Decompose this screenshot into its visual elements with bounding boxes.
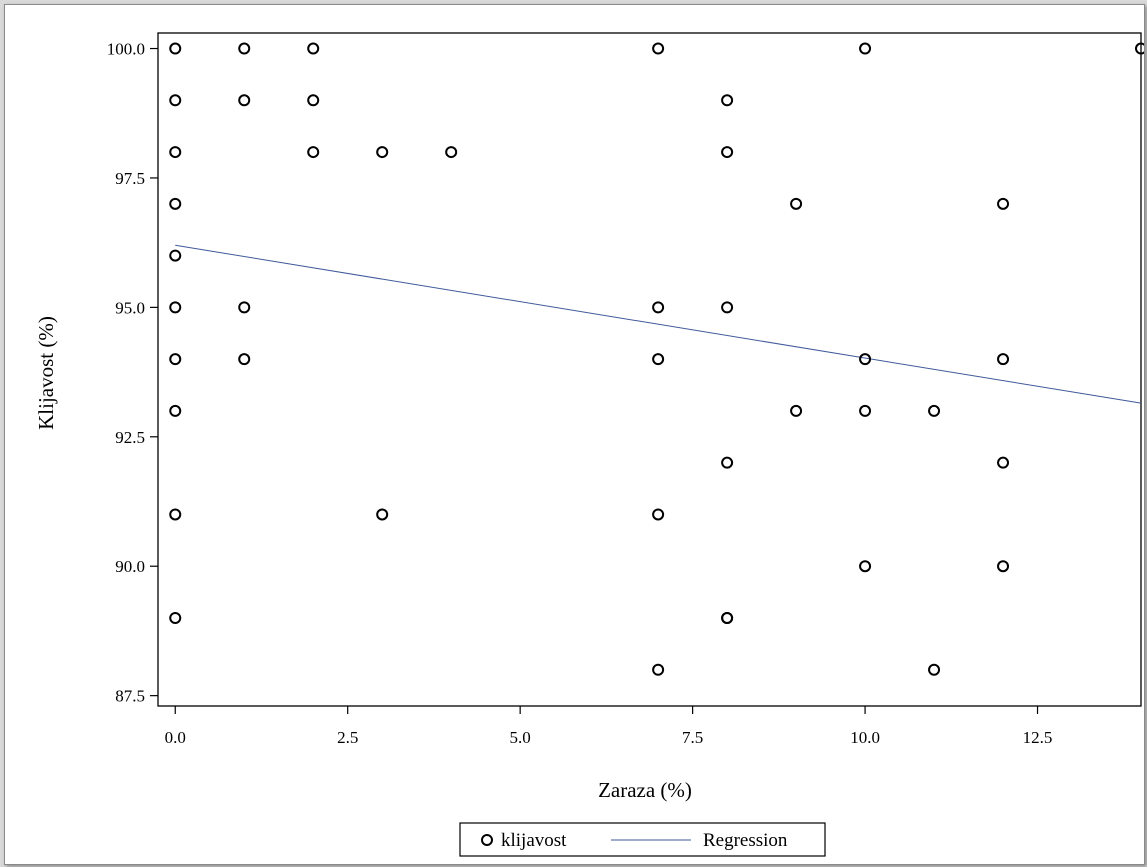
data-point: [928, 663, 941, 676]
data-point: [376, 508, 389, 521]
data-point: [169, 197, 182, 210]
y-tick-label: 92.5: [115, 428, 145, 447]
x-tick-label: 12.5: [1023, 728, 1053, 747]
legend-label-klijavost: klijavost: [501, 830, 567, 851]
x-tick-label: 0.0: [165, 728, 186, 747]
data-point: [238, 94, 251, 107]
x-tick-label: 2.5: [337, 728, 358, 747]
data-point: [790, 197, 803, 210]
y-axis-ticks: 87.5 90.0 92.5 95.0 97.5 100.0: [107, 40, 158, 706]
x-axis-title: Zaraza (%): [598, 778, 692, 802]
data-point: [859, 42, 872, 55]
data-point: [721, 611, 734, 624]
data-point: [721, 301, 734, 314]
data-point: [790, 404, 803, 417]
data-point: [1135, 42, 1144, 55]
y-axis-title: Klijavost (%): [34, 316, 58, 430]
data-point: [169, 146, 182, 159]
data-point: [859, 560, 872, 573]
data-point: [238, 353, 251, 366]
data-point: [169, 94, 182, 107]
y-tick-label: 87.5: [115, 687, 145, 706]
data-point: [997, 560, 1010, 573]
data-point: [307, 42, 320, 55]
data-point: [169, 353, 182, 366]
y-tick-label: 100.0: [107, 40, 145, 59]
data-point: [652, 353, 665, 366]
data-point: [859, 353, 872, 366]
regression-line: [175, 244, 1142, 404]
data-point: [721, 94, 734, 107]
y-tick-label: 97.5: [115, 169, 145, 188]
data-point: [238, 42, 251, 55]
x-tick-label: 10.0: [850, 728, 880, 747]
y-tick-label: 95.0: [115, 298, 145, 317]
data-point: [652, 301, 665, 314]
data-point: [169, 42, 182, 55]
legend-marker-klijavost: [481, 834, 493, 846]
data-point: [859, 404, 872, 417]
data-point: [652, 42, 665, 55]
legend-label-regression: Regression: [703, 830, 788, 851]
data-point: [997, 456, 1010, 469]
data-point: [169, 301, 182, 314]
data-point: [445, 146, 458, 159]
legend: klijavost Regression: [459, 822, 826, 857]
data-point: [376, 146, 389, 159]
data-point: [652, 663, 665, 676]
data-point: [169, 404, 182, 417]
data-point: [307, 146, 320, 159]
plot-area-frame: [157, 32, 1142, 707]
data-point: [652, 508, 665, 521]
series-layer: [169, 42, 1144, 676]
data-point: [169, 611, 182, 624]
x-tick-label: 5.0: [510, 728, 531, 747]
data-point: [169, 249, 182, 262]
x-axis-ticks: 0.0 2.5 5.0 7.5 10.0 12.5: [165, 706, 1053, 747]
data-point: [997, 353, 1010, 366]
chart-figure: 0.0 2.5 5.0 7.5 10.0 12.5 87.5 90.0 92.5 95.0 97.…: [4, 4, 1145, 865]
data-point: [721, 456, 734, 469]
y-tick-label: 90.0: [115, 557, 145, 576]
data-point: [997, 197, 1010, 210]
data-point: [928, 404, 941, 417]
x-tick-label: 7.5: [682, 728, 703, 747]
data-point: [169, 508, 182, 521]
data-point: [307, 94, 320, 107]
data-point: [721, 146, 734, 159]
scatter-chart: 0.0 2.5 5.0 7.5 10.0 12.5 87.5 90.0 92.5 95.0 97.…: [34, 32, 1144, 857]
data-point: [238, 301, 251, 314]
